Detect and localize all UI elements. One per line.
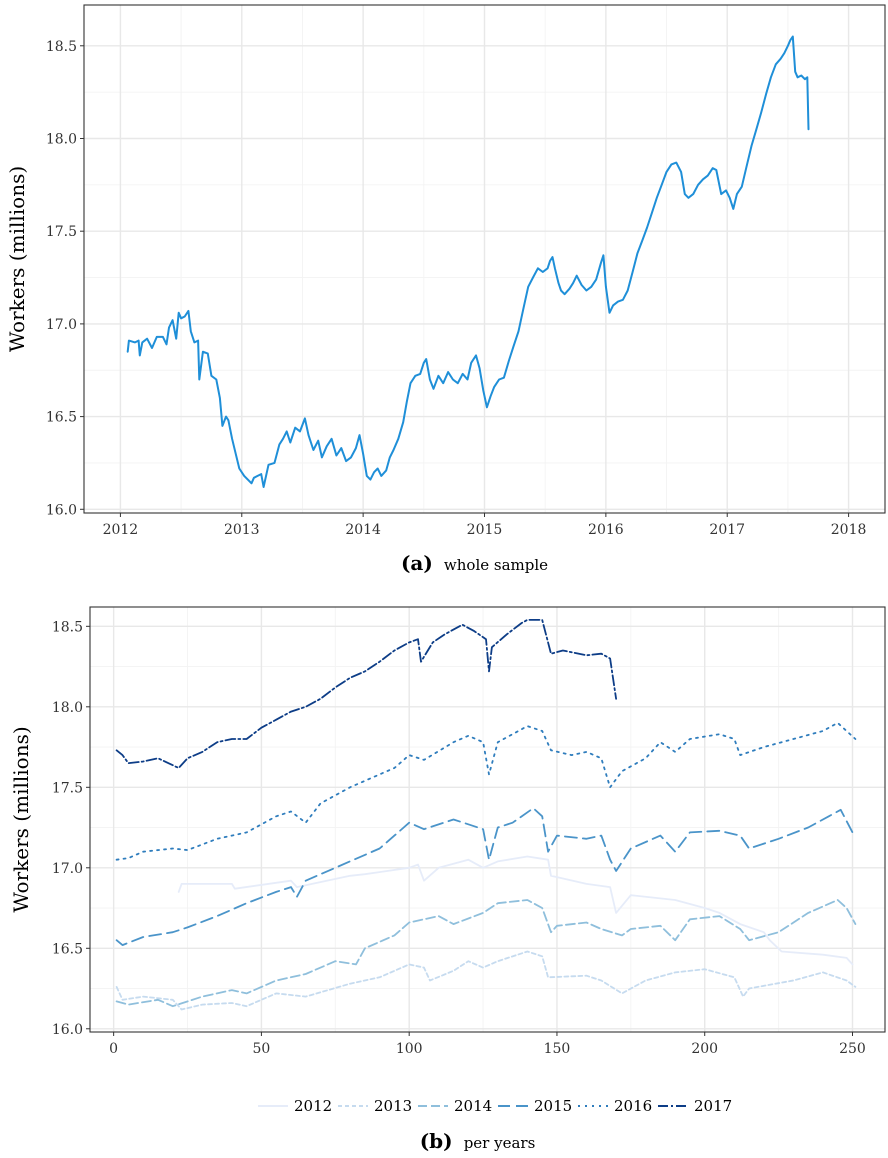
x-tick-label: 2018 xyxy=(831,522,867,538)
series-line-2017 xyxy=(115,619,617,769)
caption-text-a: whole sample xyxy=(444,556,548,574)
x-tick-label: 250 xyxy=(839,1041,866,1057)
x-tick-label: 2016 xyxy=(588,522,624,538)
y-axis-title-b: Workers (millions) xyxy=(9,726,33,912)
x-tick-label: 0 xyxy=(109,1041,118,1057)
caption-a: (a) whole sample xyxy=(401,551,548,575)
panel-border-b xyxy=(89,606,886,1033)
x-tick-label: 150 xyxy=(544,1041,571,1057)
x-tick-label: 2013 xyxy=(224,522,260,538)
y-tick-label: 16.0 xyxy=(52,1022,83,1038)
legend-label-2012: 2012 xyxy=(294,1097,332,1115)
y-axis-title-a: Workers (millions) xyxy=(5,166,29,352)
y-tick-label: 17.5 xyxy=(52,780,83,796)
x-tick-label: 2017 xyxy=(709,522,745,538)
y-tick-label: 16.5 xyxy=(52,941,83,957)
y-tick-label: 18.0 xyxy=(46,131,77,147)
legend: 2012 2013 2014 2015 2016 2017 xyxy=(258,1097,732,1115)
legend-label-2014: 2014 xyxy=(454,1097,492,1115)
axes-a: 2012 2013 2014 2015 2016 2017 2018 16.0 16.5 17.0… xyxy=(46,39,867,538)
grid-b xyxy=(90,607,885,1032)
legend-label-2015: 2015 xyxy=(534,1097,572,1115)
legend-label-2017: 2017 xyxy=(694,1097,732,1115)
y-tick-label: 17.0 xyxy=(46,317,77,333)
y-tick-label: 16.0 xyxy=(46,502,77,518)
chart-panel-b: 0 50 100 150 200 25016.016.517.017.518.018.5 … xyxy=(9,606,886,1153)
series-line-2015 xyxy=(115,807,854,946)
y-tick-label: 17.5 xyxy=(46,224,77,240)
legend-label-2013: 2013 xyxy=(374,1097,412,1115)
series-line-2016 xyxy=(115,722,857,861)
series-layer-b xyxy=(115,619,857,1011)
x-tick-label: 2014 xyxy=(345,522,381,538)
caption-b: (b) per years xyxy=(420,1129,536,1153)
x-tick-label: 50 xyxy=(252,1041,270,1057)
axes-b: 0 50 100 150 200 250 16.0 16.5 17.0 17.5 18.0 18.5 xyxy=(52,619,866,1057)
series-layer-a xyxy=(126,35,810,488)
series-line-2014 xyxy=(115,899,857,1008)
x-tick-label: 2012 xyxy=(103,522,139,538)
x-tick-label: 200 xyxy=(691,1041,718,1057)
x-tick-label: 100 xyxy=(396,1041,423,1057)
series-line-2013 xyxy=(115,950,857,1011)
chart-panel-a: 2012 2013 2014 2015 2016 2017 2018 16.0 16.5 17.0… xyxy=(5,4,886,575)
caption-letter-b: (b) xyxy=(420,1129,453,1153)
grid-a xyxy=(84,5,885,513)
caption-letter-a: (a) xyxy=(401,551,433,575)
caption-text-b: per years xyxy=(464,1134,536,1152)
y-tick-label: 18.0 xyxy=(52,700,83,716)
y-tick-label: 18.5 xyxy=(52,619,83,635)
y-tick-label: 16.5 xyxy=(46,410,77,426)
x-tick-label: 2015 xyxy=(467,522,503,538)
y-tick-label: 17.0 xyxy=(52,861,83,877)
series-line-panel-a xyxy=(126,35,810,488)
legend-label-2016: 2016 xyxy=(614,1097,652,1115)
y-tick-label: 18.5 xyxy=(46,39,77,55)
series-line-2012 xyxy=(177,855,854,966)
